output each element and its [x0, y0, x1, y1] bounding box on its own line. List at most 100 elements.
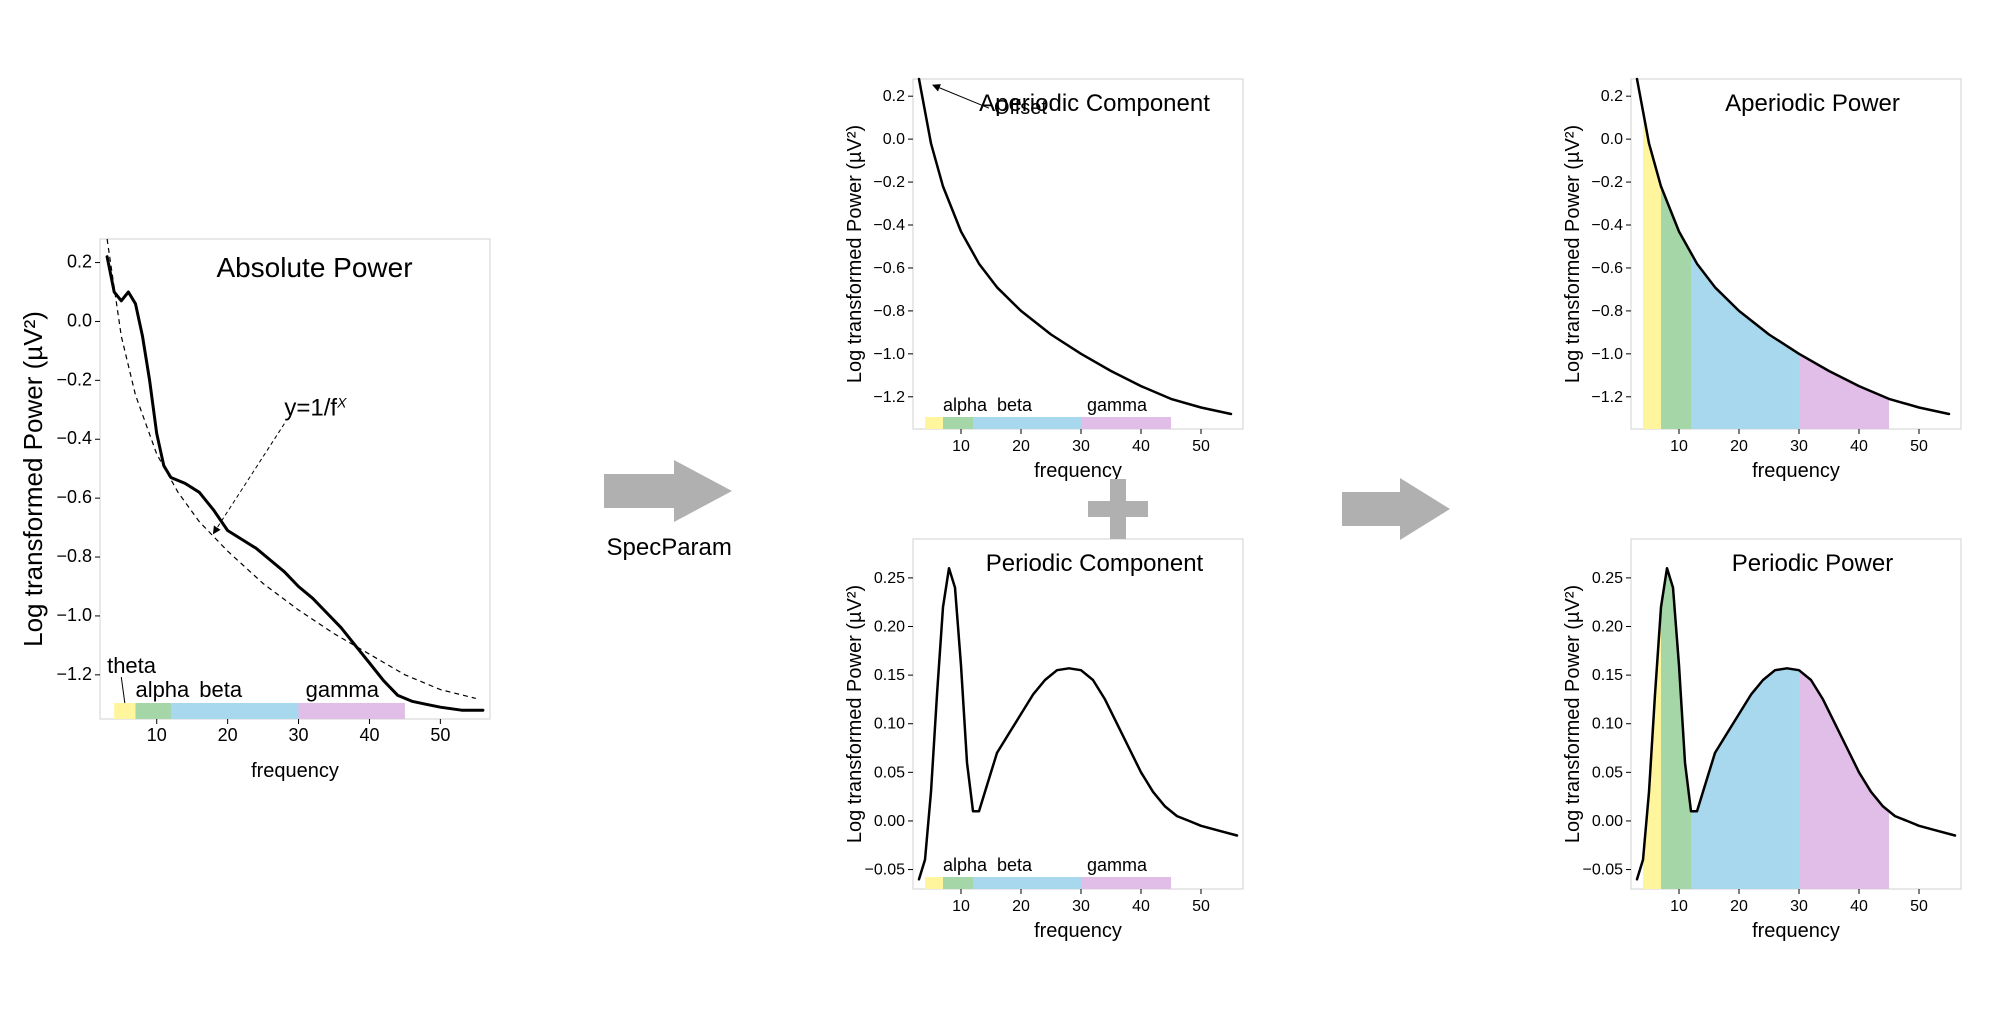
svg-text:−0.6: −0.6: [874, 259, 906, 276]
svg-text:−1.0: −1.0: [56, 604, 92, 624]
svg-text:50: 50: [1192, 438, 1210, 455]
y-axis-label: Log transformed Power (µV²): [844, 124, 866, 382]
band-bar-alpha: [136, 703, 172, 719]
band-bar-alpha: [943, 877, 973, 889]
y-ticks: 0.20.0−0.2−0.4−0.6−0.8−1.0−1.2: [56, 251, 100, 683]
panel-absolute: thetaalphabetagamma 0.20.0−0.2−0.4−0.6−0…: [20, 229, 500, 789]
svg-text:10: 10: [1670, 898, 1688, 915]
svg-text:−0.2: −0.2: [56, 369, 92, 389]
plot-frame: [913, 539, 1243, 889]
svg-text:0.20: 0.20: [1592, 618, 1623, 635]
x-ticks: 10 20 30 40 50: [1670, 889, 1928, 915]
band-label-gamma: gamma: [1087, 395, 1148, 415]
y-axis-label: Log transformed Power (µV²): [20, 311, 48, 647]
figure-container: thetaalpha beta gamma 0.2 0.0 −0.2 −0.4 −0.6 −0…: [20, 20, 1976, 997]
panel-aperiodic-component: alphabetagamma 0.20.0−0.2−0.4−0.6−0.8−1.…: [843, 69, 1253, 489]
svg-text:−1.0: −1.0: [874, 345, 906, 362]
svg-text:30: 30: [1790, 898, 1808, 915]
svg-text:−0.05: −0.05: [865, 861, 906, 878]
panel-title: Periodic Power: [1732, 550, 1893, 577]
svg-text:0.25: 0.25: [1592, 569, 1623, 586]
svg-text:0.05: 0.05: [1592, 764, 1623, 781]
svg-text:20: 20: [1012, 898, 1030, 915]
band-label-beta: beta: [199, 677, 243, 702]
panel-periodic-component: alphabetagamma 0.250.200.150.100.050.00−…: [843, 529, 1253, 949]
svg-text:0.15: 0.15: [1592, 667, 1623, 684]
svg-text:−0.6: −0.6: [1591, 259, 1623, 276]
svg-text:−0.2: −0.2: [1591, 174, 1623, 191]
theta-leader: [121, 677, 125, 703]
svg-text:20: 20: [1730, 898, 1748, 915]
svg-text:10: 10: [1670, 438, 1688, 455]
y-ticks: 0.2 0.0 −0.2 −0.4 −0.6 −0.8 −1.0 −1.2: [1591, 88, 1631, 406]
svg-text:0.2: 0.2: [67, 251, 92, 271]
svg-text:−0.8: −0.8: [1591, 302, 1623, 319]
specparam-label: SpecParam: [606, 534, 731, 562]
band-label-gamma: gamma: [306, 677, 380, 702]
x-ticks: 1020304050: [1670, 429, 1928, 455]
svg-text:0.00: 0.00: [874, 812, 905, 829]
x-ticks: 1020304050: [952, 429, 1210, 455]
formula-pointer: [213, 423, 284, 533]
svg-text:0.0: 0.0: [1601, 131, 1623, 148]
svg-text:10: 10: [147, 725, 167, 745]
svg-text:40: 40: [1132, 898, 1150, 915]
svg-text:0.2: 0.2: [1601, 88, 1623, 105]
svg-text:−0.2: −0.2: [874, 174, 906, 191]
svg-text:50: 50: [1910, 438, 1928, 455]
svg-text:10: 10: [952, 898, 970, 915]
arrow-icon: [604, 456, 734, 526]
panel-title: Absolute Power: [216, 252, 412, 283]
svg-text:50: 50: [1910, 898, 1928, 915]
svg-text:20: 20: [1012, 438, 1030, 455]
x-axis-label: frequency: [1752, 920, 1840, 942]
plot-frame: [100, 239, 490, 719]
svg-text:−0.8: −0.8: [56, 546, 92, 566]
panel-title: Aperiodic Power: [1725, 90, 1900, 117]
svg-text:0.15: 0.15: [874, 667, 905, 684]
band-fill-theta: [1643, 111, 1661, 429]
band-bar-beta: [973, 417, 1081, 429]
svg-text:0.00: 0.00: [1592, 812, 1623, 829]
band-label-gamma: gamma: [1087, 855, 1148, 875]
svg-text:30: 30: [1790, 438, 1808, 455]
svg-text:−0.4: −0.4: [1591, 217, 1623, 234]
band-label-beta: beta: [997, 855, 1033, 875]
y-ticks: 0.250.200.150.100.050.00−0.05: [865, 569, 913, 878]
svg-text:−1.2: −1.2: [1591, 388, 1623, 405]
svg-text:30: 30: [1072, 898, 1090, 915]
plot-frame: [913, 79, 1243, 429]
col-components: alphabetagamma 0.20.0−0.2−0.4−0.6−0.8−1.…: [838, 69, 1258, 949]
band-bar-gamma: [1081, 417, 1171, 429]
svg-text:40: 40: [1850, 898, 1868, 915]
y-ticks: 0.20.0−0.2−0.4−0.6−0.8−1.0−1.2: [874, 88, 914, 406]
x-axis-label: frequency: [1752, 460, 1840, 482]
offset-label: Offset: [994, 97, 1047, 119]
svg-text:−1.0: −1.0: [1591, 345, 1623, 362]
y-axis-label: Log transformed Power (µV²): [844, 584, 866, 842]
arrow-specparam: SpecParam: [604, 456, 734, 562]
band-label-alpha: alpha: [135, 677, 190, 702]
data-curve: [919, 79, 1231, 414]
svg-text:0.25: 0.25: [874, 569, 905, 586]
svg-text:30: 30: [289, 725, 309, 745]
band-bar-beta: [973, 877, 1081, 889]
band-label-theta: theta: [107, 653, 157, 678]
panel-aperiodic-power: 0.2 0.0 −0.2 −0.4 −0.6 −0.8 −1.0 −1.2 102030405…: [1561, 69, 1971, 489]
svg-text:−0.8: −0.8: [874, 302, 906, 319]
svg-text:−0.05: −0.05: [1582, 861, 1623, 878]
data-curve: [919, 568, 1237, 879]
arrow-to-power: [1342, 474, 1452, 544]
x-axis-label: frequency: [1034, 920, 1122, 942]
svg-text:0.05: 0.05: [874, 764, 905, 781]
x-ticks: 1020304050: [147, 719, 451, 745]
svg-text:0.10: 0.10: [874, 715, 905, 732]
svg-text:40: 40: [1132, 438, 1150, 455]
svg-text:40: 40: [359, 725, 379, 745]
band-fill-gamma: [1799, 670, 1889, 889]
svg-text:30: 30: [1072, 438, 1090, 455]
band-label-beta: beta: [997, 395, 1033, 415]
band-fill-beta: [1691, 252, 1799, 428]
svg-text:−1.2: −1.2: [874, 388, 906, 405]
y-axis-label: Log transformed Power (µV²): [1562, 584, 1584, 842]
